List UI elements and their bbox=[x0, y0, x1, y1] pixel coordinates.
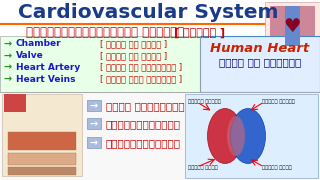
Ellipse shape bbox=[227, 116, 245, 156]
Text: Heart Artery: Heart Artery bbox=[16, 62, 80, 71]
Text: [ हृदय के कक्ष ]: [ हृदय के कक्ष ] bbox=[100, 39, 167, 48]
Bar bbox=[0, 0, 320, 50]
Text: [ हृदय के कपाट ]: [ हृदय के कपाट ] bbox=[100, 51, 167, 60]
Text: →: → bbox=[3, 62, 11, 72]
Text: एंडोकार्डियम: एंडोकार्डियम bbox=[106, 119, 181, 129]
Text: हृदय की संरचना: हृदय की संरचना bbox=[219, 57, 301, 67]
Text: →: → bbox=[3, 74, 11, 84]
Text: [ हृदय में सिराये ]: [ हृदय में सिराये ] bbox=[100, 75, 182, 84]
Text: पेरिकार्डियम: पेरिकार्डियम bbox=[106, 138, 181, 148]
Bar bbox=[2, 94, 82, 176]
Bar bbox=[87, 137, 101, 148]
Text: [ हिंदी ]: [ हिंदी ] bbox=[174, 28, 226, 38]
Text: बायां निलय: बायां निलय bbox=[262, 165, 292, 170]
Text: Heart Veins: Heart Veins bbox=[16, 75, 76, 84]
Bar bbox=[200, 36, 320, 92]
Bar bbox=[285, 6, 300, 46]
Text: [ हृदय की धामनिया ]: [ हृदय की धामनिया ] bbox=[100, 62, 182, 71]
Text: Valve: Valve bbox=[16, 51, 44, 60]
Text: बायां अलिंद: बायां अलिंद bbox=[262, 100, 295, 105]
Bar bbox=[8, 153, 76, 165]
Bar bbox=[8, 167, 76, 175]
Ellipse shape bbox=[207, 109, 243, 163]
Text: ♥: ♥ bbox=[283, 17, 301, 37]
Bar bbox=[4, 94, 26, 112]
Text: →: → bbox=[3, 51, 11, 61]
Bar bbox=[270, 6, 315, 46]
Text: मायो कार्डियम: मायो कार्डियम bbox=[106, 101, 185, 111]
Text: →: → bbox=[90, 101, 98, 111]
Text: Chamber: Chamber bbox=[16, 39, 62, 48]
Text: →: → bbox=[3, 39, 11, 49]
Text: →: → bbox=[90, 138, 98, 148]
Text: दायां अलिंद: दायां अलिंद bbox=[188, 100, 221, 105]
Text: Human Heart: Human Heart bbox=[210, 42, 310, 55]
Bar bbox=[0, 36, 200, 92]
Bar bbox=[185, 94, 318, 178]
Bar bbox=[8, 132, 76, 150]
Text: कार्डियोवैस्कुलर सिस्टम: कार्डियोवैस्कुलर सिस्टम bbox=[26, 26, 184, 39]
Bar bbox=[87, 118, 101, 129]
Ellipse shape bbox=[230, 109, 266, 163]
Text: दायां निलय: दायां निलय bbox=[188, 165, 218, 170]
Bar bbox=[0, 92, 320, 180]
Text: →: → bbox=[90, 119, 98, 129]
Bar bbox=[265, 2, 320, 49]
Bar bbox=[87, 100, 101, 111]
Text: Cardiovascular System: Cardiovascular System bbox=[18, 3, 278, 21]
